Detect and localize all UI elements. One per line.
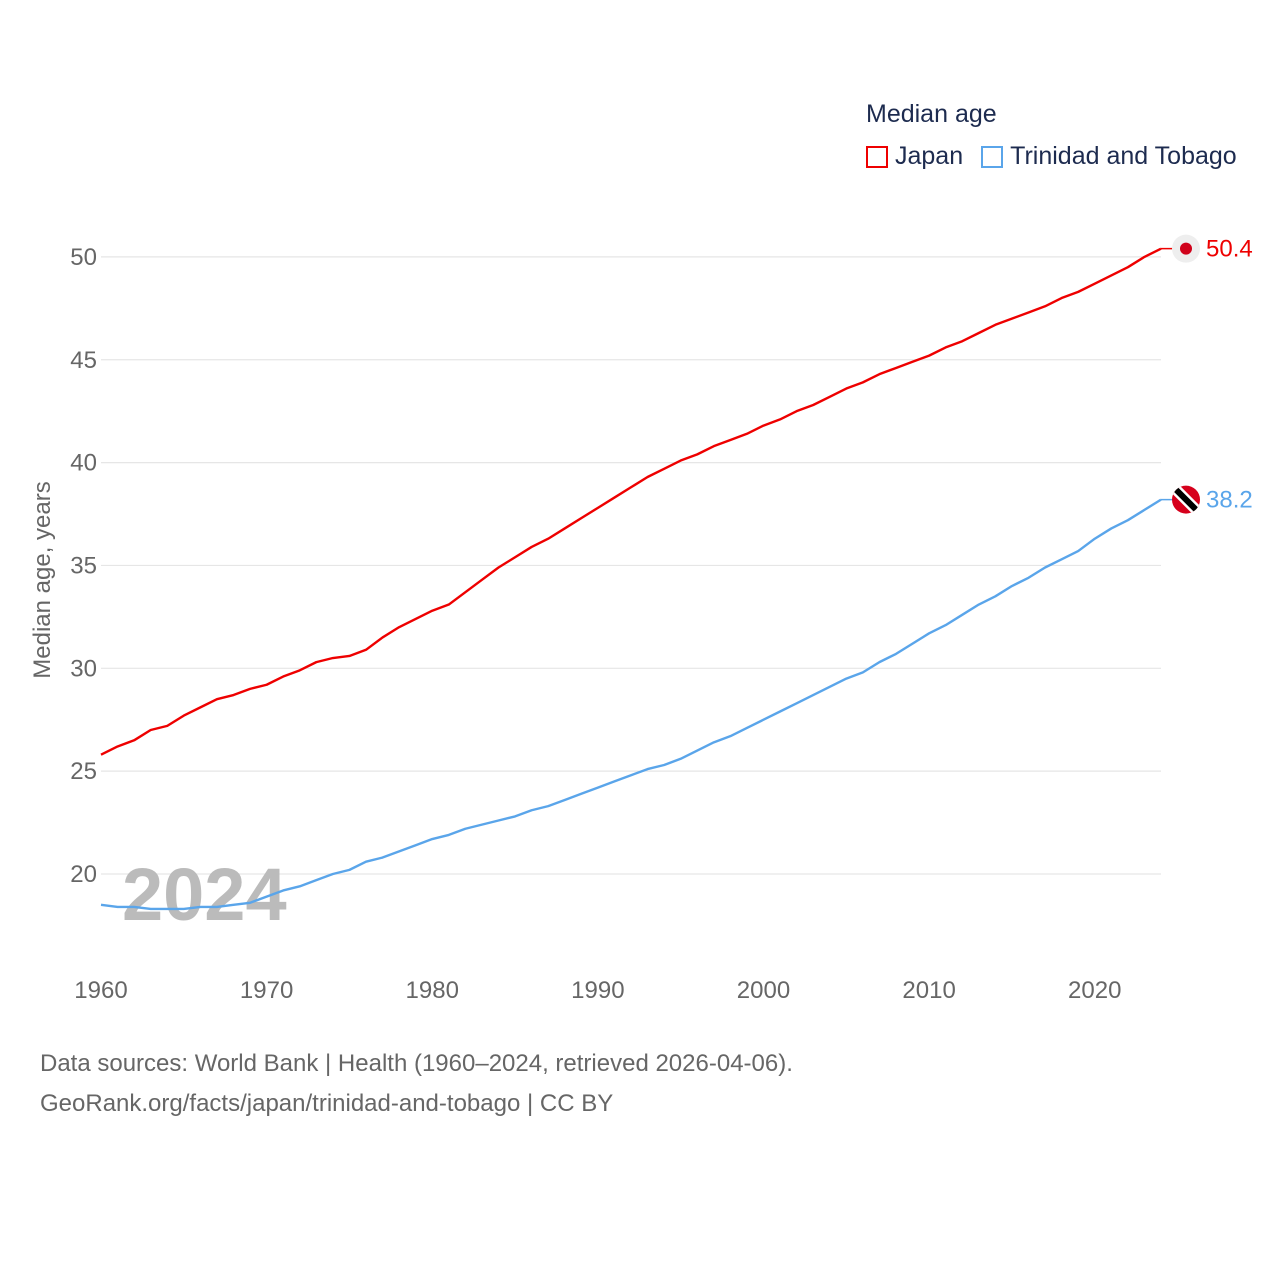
trinidad-flag-icon — [1172, 485, 1200, 514]
legend-swatch-japan — [866, 145, 888, 168]
y-tick-label: 40 — [70, 450, 97, 477]
x-tick-label: 1980 — [406, 977, 459, 1004]
legend-title: Median age — [866, 100, 997, 128]
end-value-label: 38.2 — [1206, 487, 1253, 514]
x-tick-label: 2020 — [1068, 977, 1121, 1004]
year-watermark: 2024 — [122, 853, 287, 936]
y-tick-label: 20 — [70, 861, 97, 888]
y-tick-label: 45 — [70, 347, 97, 374]
legend-label-trinidad: Trinidad and Tobago — [1010, 142, 1237, 170]
x-tick-label: 1970 — [240, 977, 293, 1004]
legend: Japan Trinidad and Tobago — [866, 142, 1255, 171]
x-tick-label: 2000 — [737, 977, 790, 1004]
x-tick-label: 2010 — [902, 977, 955, 1004]
line-chart: 20 25 30 35 40 45 50 1960 1970 1980 1990 2000 2010 20… — [29, 234, 1253, 1004]
y-tick-label: 30 — [70, 655, 97, 682]
y-tick-label: 25 — [70, 758, 97, 785]
legend-item-japan[interactable]: Japan — [866, 142, 963, 171]
source-note: Data sources: World Bank | Health (1960–… — [40, 1044, 793, 1124]
x-tick-label: 1990 — [571, 977, 624, 1004]
japan-flag-icon — [1172, 234, 1200, 263]
legend-item-trinidad[interactable]: Trinidad and Tobago — [981, 142, 1237, 171]
source-line-2[interactable]: GeoRank.org/facts/japan/trinidad-and-tob… — [40, 1090, 614, 1117]
legend-swatch-trinidad — [981, 145, 1004, 168]
series-line-japan — [100, 247, 1162, 756]
y-axis-label: Median age, years — [29, 481, 56, 678]
y-tick-label: 50 — [70, 244, 97, 271]
source-line-1: Data sources: World Bank | Health (1960–… — [40, 1050, 793, 1077]
end-value-label: 50.4 — [1206, 236, 1253, 263]
series-line-trinidad — [100, 498, 1162, 911]
legend-label-japan: Japan — [895, 142, 964, 170]
x-tick-label: 1960 — [74, 977, 127, 1004]
y-tick-label: 35 — [70, 552, 97, 579]
